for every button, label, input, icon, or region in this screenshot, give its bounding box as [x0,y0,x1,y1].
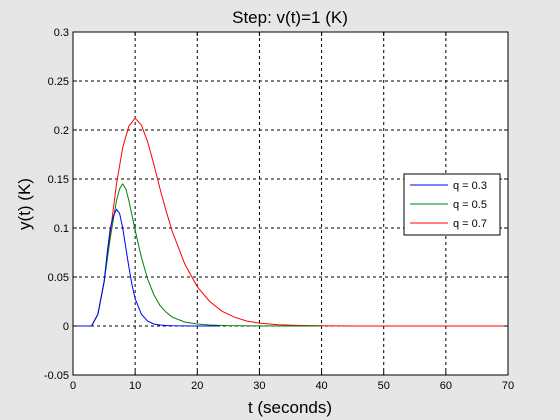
y-tick-label: 0.3 [54,27,69,39]
x-tick-label: 40 [315,380,327,392]
y-tick-label: -0.05 [44,370,69,382]
y-tick-label: 0 [63,321,69,333]
chart-title: Step: v(t)=1 (K) [232,8,348,27]
legend: q = 0.3 q = 0.5 q = 0.7 [403,173,501,236]
y-tick-label: 0.25 [48,76,69,88]
x-tick-label: 10 [129,380,141,392]
x-axis-label: t (seconds) [248,398,332,417]
grid [73,32,508,375]
legend-entry: q = 0.3 [453,180,487,192]
y-tick-label: 0.2 [54,125,69,137]
x-tick-label: 60 [440,380,452,392]
series-line-q-0-3 [73,208,219,327]
series-line-q-0-5 [73,182,322,327]
x-tick-label: 0 [70,380,76,392]
plot-frame [72,31,509,376]
x-tick-label: 50 [378,380,390,392]
y-axis-ticks: -0.05 0 0.05 0.1 0.15 0.2 0.25 0.3 [44,27,508,382]
y-tick-label: 0.05 [48,272,69,284]
y-tick-label: 0.15 [48,174,69,186]
x-tick-label: 20 [191,380,203,392]
x-tick-label: 30 [253,380,265,392]
legend-entry: q = 0.5 [453,199,487,211]
y-axis-label: y(t) (K) [15,178,34,230]
legend-entry: q = 0.7 [453,218,487,230]
x-axis-ticks: 0 10 20 30 40 50 60 70 [70,32,514,392]
series-layer [73,117,508,327]
y-tick-label: 0.1 [54,223,69,235]
x-tick-label: 70 [502,380,514,392]
